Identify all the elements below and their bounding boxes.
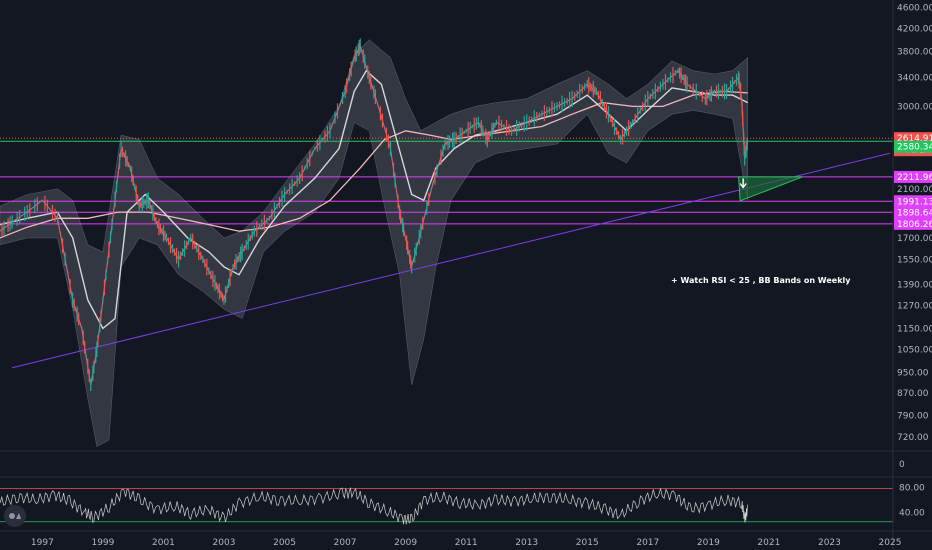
green-price-tag-bg xyxy=(894,140,932,153)
support-tag-3: 1898.64 xyxy=(897,208,932,218)
tradingview-logo-icon[interactable] xyxy=(4,505,26,527)
y-tick-label: 4200.00 xyxy=(897,24,932,34)
rsi-y-tick-label: 40.00 xyxy=(899,508,925,518)
y-tick-label: 720.00 xyxy=(897,433,929,443)
y-tick-label: 1150.00 xyxy=(897,324,932,334)
x-tick-label: 2001 xyxy=(152,538,175,548)
price-tags: 2614.914d 2h2580.342211.961991.131898.64… xyxy=(894,132,932,230)
down-arrow-icon xyxy=(739,178,747,189)
x-tick-label: 2005 xyxy=(273,538,296,548)
x-tick-label: 2021 xyxy=(757,538,780,548)
y-tick-label: 2100.00 xyxy=(897,185,932,195)
x-tick-label: 2015 xyxy=(576,538,599,548)
y-tick-label: 870.00 xyxy=(897,389,929,399)
support-tag-1-bg xyxy=(894,170,932,183)
rsi-y-tick-label: 80.00 xyxy=(899,483,925,493)
y-tick-label: 3400.00 xyxy=(897,73,932,83)
x-tick-label: 2017 xyxy=(636,538,659,548)
rsi-line xyxy=(0,486,748,525)
green-price-tag: 2580.34 xyxy=(897,143,932,153)
y-tick-label: 1700.00 xyxy=(897,234,932,244)
annotation-text: + Watch RSI < 25 , BB Bands on Weekly xyxy=(671,276,851,285)
y-tick-label: 1550.00 xyxy=(897,255,932,265)
y-tick-label: 1050.00 xyxy=(897,345,932,355)
support-tag-2: 1991.13 xyxy=(897,197,932,207)
long-ma-line xyxy=(0,90,748,239)
rsi-pane: 80.00 40.00 xyxy=(0,483,925,525)
bb-band-area xyxy=(0,39,749,448)
y-tick-label: 4600.00 xyxy=(897,3,932,13)
bb-mid-line xyxy=(0,69,749,330)
x-tick-label: 2013 xyxy=(515,538,538,548)
price-series xyxy=(0,38,749,392)
bollinger-bands xyxy=(0,39,749,448)
x-tick-label: 2019 xyxy=(697,538,720,548)
x-tick-label: 2007 xyxy=(334,538,357,548)
x-tick-label: 2025 xyxy=(879,538,902,548)
y-tick-label: 1270.00 xyxy=(897,301,932,311)
support-tag-4: 1806.26 xyxy=(897,220,932,230)
x-tick-label: 2023 xyxy=(818,538,841,548)
y-tick-label: 1390.00 xyxy=(897,280,932,290)
target-triangle xyxy=(738,176,803,202)
y-tick-label: 790.00 xyxy=(897,411,929,421)
y-tick-label: 3800.00 xyxy=(897,48,932,58)
tradingview-logo-mark xyxy=(9,513,21,519)
empty-pane-tick: 0 xyxy=(899,460,905,470)
y-tick-label: 950.00 xyxy=(897,369,929,379)
x-tick-label: 1997 xyxy=(31,538,54,548)
support-tag-1: 2211.96 xyxy=(897,173,932,183)
red-price-tag: 2614.91 xyxy=(897,134,932,144)
y-tick-label: 3000.00 xyxy=(897,102,932,112)
x-tick-label: 2011 xyxy=(455,538,478,548)
support-tag-4-bg xyxy=(894,217,932,230)
x-tick-label: 2003 xyxy=(213,538,236,548)
support-tag-2-bg xyxy=(894,195,932,208)
support-tag-3-bg xyxy=(894,206,932,219)
x-tick-label: 1999 xyxy=(91,538,114,548)
x-tick-label: 2009 xyxy=(394,538,417,548)
